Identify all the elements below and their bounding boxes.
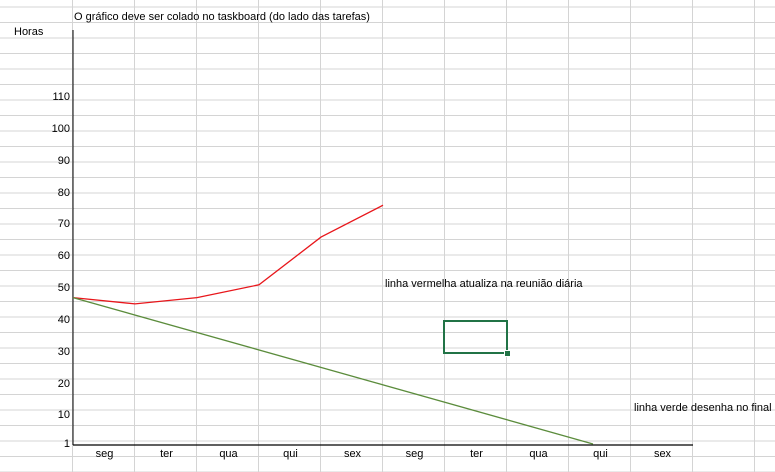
series-line-green <box>72 296 594 445</box>
x-tick-label: qua <box>219 448 238 460</box>
y-tick-label: 70 <box>57 218 70 231</box>
x-tick-label: sex <box>653 448 672 460</box>
fill-handle[interactable] <box>504 350 511 357</box>
selected-cell[interactable] <box>443 320 508 354</box>
x-tick-label: seg <box>405 448 424 460</box>
y-axis-label: Horas <box>14 26 44 38</box>
y-tick-label: 40 <box>57 313 70 326</box>
x-tick-label: qua <box>529 448 548 460</box>
y-tick-label: 30 <box>57 345 70 358</box>
y-tick-label: 20 <box>57 377 70 390</box>
x-tick-label: ter <box>470 448 483 460</box>
y-tick-label: 10 <box>57 409 70 422</box>
y-tick-label: 80 <box>57 186 70 199</box>
y-tick-label: 1 <box>63 438 70 450</box>
x-tick-label: qui <box>283 448 298 460</box>
y-tick-label: 110 <box>52 91 70 103</box>
x-tick-label: sex <box>343 448 362 460</box>
y-tick-label: 90 <box>57 154 70 167</box>
x-tick-label: qui <box>593 448 608 460</box>
y-tick-label: 100 <box>51 122 70 135</box>
x-tick-label: seg <box>95 448 114 460</box>
y-tick-label: 50 <box>57 282 70 294</box>
y-tick-label: 60 <box>57 250 70 263</box>
note-green-line: linha verde desenha no final d <box>634 402 775 414</box>
note-top: O gráfico deve ser colado no taskboard (… <box>74 11 370 23</box>
x-tick-label: ter <box>160 448 173 460</box>
series-line-red <box>72 204 384 305</box>
note-red-line: linha vermelha atualiza na reunião diári… <box>385 278 583 290</box>
